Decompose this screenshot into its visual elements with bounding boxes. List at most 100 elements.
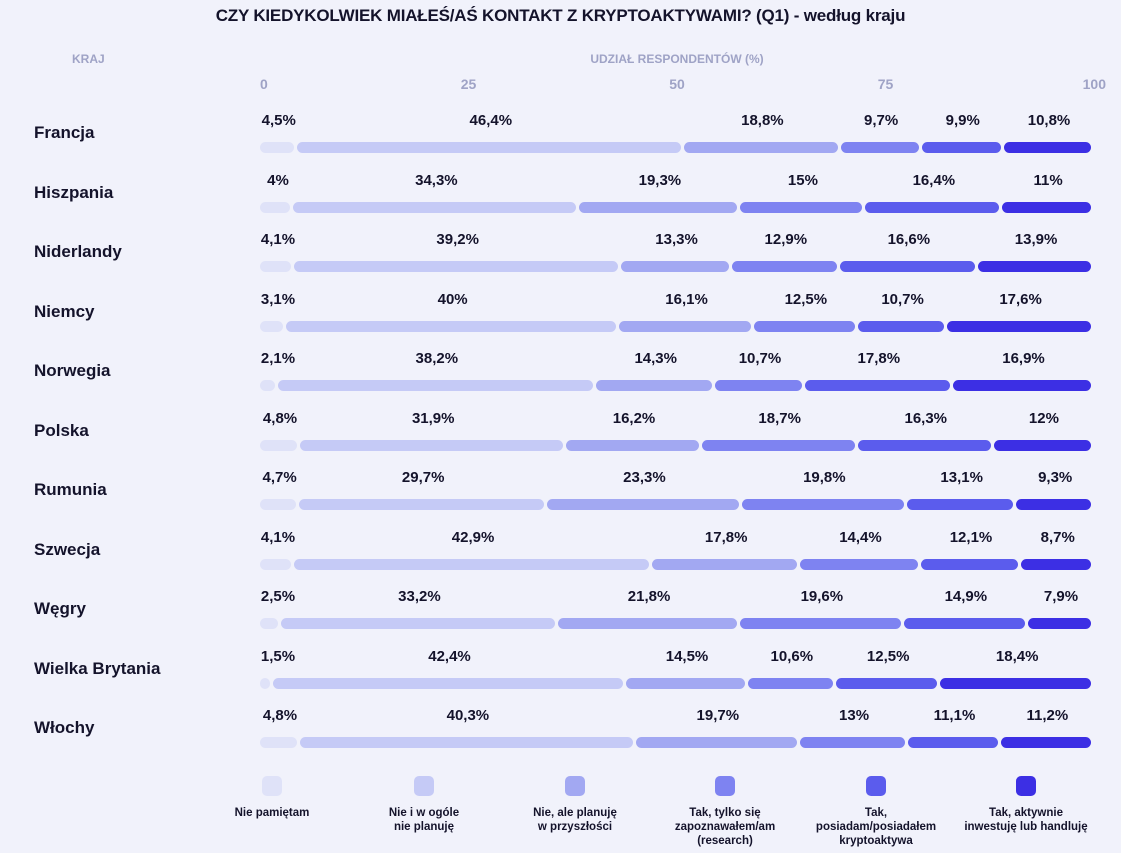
data-label: 2,5%: [260, 588, 296, 605]
bar-segment: [715, 380, 802, 391]
data-label: 10,7%: [881, 290, 924, 308]
bar-segment: [260, 380, 275, 391]
data-label: 4,1%: [260, 528, 296, 546]
bar-segment: [740, 201, 863, 213]
legend-label: Tak, aktywnie inwestuję lub handluję: [964, 807, 1088, 833]
data-label: 15%: [787, 171, 818, 189]
data-label: 12,5%: [866, 647, 910, 665]
bar-segment: [280, 618, 556, 629]
data-label: 4,5%: [261, 112, 296, 129]
data-label: 17,6%: [999, 290, 1042, 308]
data-label: 19,8%: [803, 469, 846, 486]
legend-swatch: [565, 776, 585, 796]
bar-segment: [836, 677, 938, 689]
data-label: 13%: [839, 707, 870, 724]
data-label: 18,4%: [995, 647, 1039, 665]
bar-segment: [547, 499, 739, 510]
legend-swatch: [866, 776, 886, 796]
data-label: 1,5%: [260, 647, 296, 665]
bar-segment: [260, 320, 283, 332]
data-label: 39,2%: [436, 231, 479, 248]
data-label: 9,3%: [1038, 469, 1073, 486]
data-label: 40%: [437, 290, 468, 308]
bar-segment: [953, 380, 1091, 391]
bar-segment: [857, 320, 945, 332]
data-label: 10,8%: [1027, 112, 1071, 129]
data-label: 12%: [1028, 409, 1059, 427]
bar-segment: [903, 618, 1026, 629]
data-label: 21,8%: [627, 588, 671, 605]
data-label: 38,2%: [415, 350, 459, 367]
data-label: 13,1%: [940, 469, 983, 486]
data-label: 4,8%: [262, 409, 298, 427]
data-label: 42,9%: [451, 528, 495, 546]
x-tick-label: 75: [877, 76, 894, 92]
country-label: Rumunia: [34, 480, 107, 499]
data-label: 10,6%: [770, 647, 814, 665]
data-label: 34,3%: [415, 171, 458, 189]
bar-segment: [299, 499, 545, 510]
data-label: 16,6%: [887, 231, 931, 248]
bar-segment: [635, 737, 797, 748]
legend-label: Tak, tylko się zapoznawałem/am (research…: [674, 807, 776, 847]
data-label: 23,3%: [623, 469, 666, 486]
data-label: 29,7%: [401, 469, 445, 486]
bar-segment: [1021, 558, 1091, 570]
legend-label: Tak, posiadam/posiadałem kryptoaktywa: [815, 807, 937, 847]
data-label: 3,1%: [260, 290, 296, 308]
data-label: 11%: [1033, 171, 1063, 189]
bar-segment: [619, 320, 751, 332]
data-label: 9,7%: [864, 112, 899, 129]
bar-segment: [260, 677, 270, 689]
data-label: 19,7%: [696, 707, 740, 724]
bar-segment: [840, 142, 919, 153]
data-label: 12,9%: [764, 231, 808, 248]
data-label: 14,4%: [839, 528, 882, 546]
legend-label: Nie pamiętam: [234, 807, 310, 819]
data-label: 18,8%: [741, 112, 784, 129]
legend-item: Nie pamiętam: [197, 776, 347, 820]
bar-segment: [741, 499, 904, 510]
bar-segment: [839, 261, 976, 272]
bar-segment: [857, 439, 991, 451]
data-label: 13,3%: [655, 231, 698, 248]
data-label: 18,7%: [758, 409, 801, 427]
data-label: 16,4%: [912, 171, 956, 189]
bar-segment: [1000, 737, 1091, 748]
data-label: 4,8%: [262, 707, 298, 724]
legend-item: Nie, ale planuję w przyszłości: [500, 776, 650, 834]
bar-segment: [804, 380, 951, 391]
country-label: Niderlandy: [34, 242, 122, 261]
legend-swatch: [262, 776, 282, 796]
x-tick-label: 0: [260, 76, 268, 92]
bar-segment: [978, 261, 1091, 272]
bar-segment: [272, 677, 624, 689]
data-label: 14,9%: [944, 588, 988, 605]
data-label: 8,7%: [1040, 528, 1075, 546]
bar-segment: [558, 618, 738, 629]
bar-segment: [906, 499, 1014, 510]
data-label: 19,6%: [800, 588, 844, 605]
bar-segment: [1004, 142, 1091, 153]
bar-segment: [293, 201, 577, 213]
bar-segment: [579, 201, 738, 213]
bar-segment: [260, 499, 297, 510]
data-label: 33,2%: [398, 588, 441, 605]
bar-segment: [260, 558, 292, 570]
data-label: 16,2%: [612, 409, 656, 427]
data-label: 12,5%: [784, 290, 828, 308]
country-label: Wielka Brytania: [34, 658, 161, 678]
bar-segment: [260, 201, 291, 213]
bar-segment: [260, 439, 298, 451]
bar-segment: [300, 439, 564, 451]
bar-segment: [294, 558, 649, 570]
data-label: 17,8%: [704, 528, 748, 546]
bar-segment: [566, 439, 699, 451]
legend-item: Tak, aktywnie inwestuję lub handluję: [951, 776, 1101, 834]
category-header: KRAJ: [72, 52, 105, 66]
bar-segment: [1028, 618, 1091, 629]
bar-segment: [701, 439, 855, 451]
legend-item: Tak, tylko się zapoznawałem/am (research…: [650, 776, 800, 848]
data-label: 7,9%: [1043, 588, 1079, 605]
country-label: Niemcy: [34, 301, 95, 321]
